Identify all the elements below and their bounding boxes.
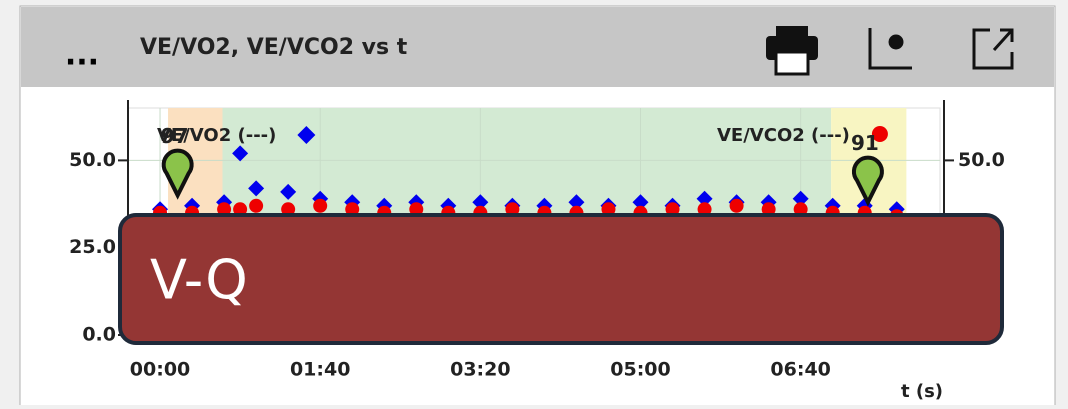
y-tick-label: 50.0 bbox=[69, 149, 116, 171]
data-point bbox=[792, 190, 809, 207]
data-point bbox=[601, 202, 616, 217]
event-label: 91 bbox=[851, 131, 879, 155]
data-point bbox=[313, 198, 328, 213]
chart-settings-icon[interactable] bbox=[868, 28, 912, 70]
event-pin bbox=[161, 148, 194, 200]
data-point bbox=[232, 145, 249, 162]
data-point bbox=[345, 202, 360, 217]
data-point bbox=[761, 202, 776, 217]
header-bar bbox=[21, 7, 1054, 87]
legend-marker bbox=[871, 126, 888, 142]
legend-label: VE/VO2 (---) bbox=[157, 125, 276, 146]
x-tick-label: 01:40 bbox=[290, 359, 350, 381]
data-point bbox=[665, 202, 680, 217]
data-point bbox=[696, 190, 713, 207]
data-point bbox=[793, 202, 808, 217]
x-tick-label: 05:00 bbox=[610, 359, 670, 381]
data-point bbox=[697, 202, 712, 217]
overlay-box bbox=[118, 213, 1004, 345]
data-point bbox=[248, 180, 265, 197]
x-axis-label: t (s) bbox=[901, 381, 943, 402]
legend-marker bbox=[297, 126, 316, 144]
event-pin bbox=[851, 155, 884, 207]
panel-title: VE/VO2, VE/VCO2 vs t bbox=[140, 35, 408, 60]
data-point bbox=[409, 202, 424, 217]
event-label: 97 bbox=[161, 124, 189, 148]
y-tick-label: 25.0 bbox=[69, 236, 116, 258]
data-point bbox=[281, 202, 296, 217]
data-point bbox=[729, 198, 744, 213]
data-point bbox=[472, 194, 489, 211]
y2-tick-label: 50.0 bbox=[958, 149, 1005, 171]
data-point bbox=[505, 202, 520, 217]
x-tick-label: 03:20 bbox=[450, 359, 510, 381]
data-point bbox=[233, 202, 248, 217]
overlay-label: V-Q bbox=[150, 249, 248, 312]
data-point bbox=[568, 194, 585, 211]
data-point bbox=[249, 198, 264, 213]
x-tick-label: 00:00 bbox=[130, 359, 190, 381]
print-icon[interactable] bbox=[766, 26, 818, 76]
data-point bbox=[632, 194, 649, 211]
legend-label: VE/VCO2 (---) bbox=[717, 125, 850, 146]
data-point bbox=[280, 183, 297, 200]
y-tick-label: 0.0 bbox=[82, 324, 116, 346]
data-point bbox=[217, 202, 232, 217]
menu-button[interactable]: ... bbox=[65, 38, 99, 73]
popout-icon[interactable] bbox=[972, 28, 1014, 70]
x-tick-label: 06:40 bbox=[770, 359, 830, 381]
